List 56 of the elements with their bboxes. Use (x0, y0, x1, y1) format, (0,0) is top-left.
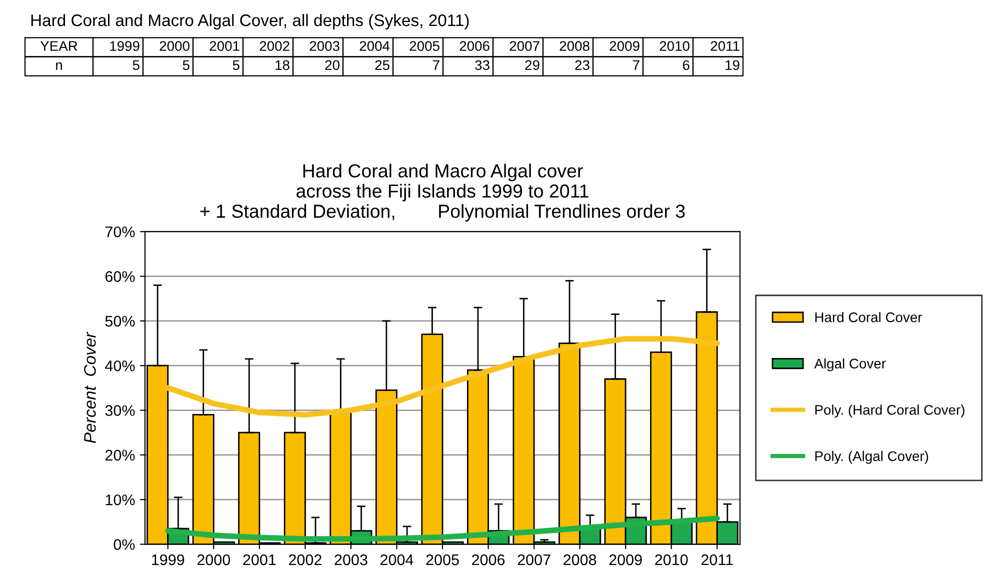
x-tick-label: 2000 (197, 554, 230, 566)
y-tick-label: 10% (106, 494, 135, 506)
text: 20 (325, 60, 340, 70)
x-tick-label: 2010 (655, 554, 688, 566)
category-label: 2005 (410, 41, 440, 51)
x-tick-label: 2004 (380, 554, 414, 566)
x-tick-label: 2001 (243, 554, 276, 566)
text: 5 (132, 60, 140, 70)
category-label: 2002 (260, 41, 290, 51)
category-label: 2001 (210, 41, 240, 51)
text: 29 (525, 60, 540, 70)
legend-label: Hard Coral Cover (815, 312, 922, 322)
category-label: 2000 (160, 41, 190, 51)
text: Hard Coral and Macro Algal Cover, all depths (Sykes, 2011) (31, 14, 469, 30)
category-label: 1999 (110, 41, 140, 51)
x-tick-label: 2003 (334, 554, 368, 566)
legend-label: Poly. (Hard Coral Cover) (815, 404, 964, 418)
x-tick-label: 2009 (609, 554, 642, 566)
text: 18 (276, 60, 290, 70)
text: 6 (682, 60, 690, 70)
legend-label: Poly. (Algal Cover) (815, 450, 928, 464)
y-tick-label: 30% (105, 405, 135, 416)
category-label: 2007 (510, 41, 540, 51)
category-label: 2009 (610, 41, 640, 51)
text: 23 (575, 60, 590, 70)
text: YEAR (40, 41, 78, 51)
y-axis-title: Percent Cover (84, 332, 96, 443)
y-tick-label: 50% (105, 316, 135, 327)
y-tick-label: 60% (105, 271, 135, 282)
text: 25 (375, 60, 390, 70)
y-tick-label: 70% (105, 226, 135, 238)
x-tick-label: 2002 (288, 554, 322, 566)
text: n (56, 62, 62, 70)
x-tick-label: 2006 (472, 554, 505, 566)
x-tick-label: 1999 (152, 554, 184, 566)
y-tick-label: 20% (105, 450, 135, 461)
text: 19 (726, 60, 740, 70)
chart-title: Hard Coral and Macro Algal cover across the Fiji Islands 1999 to 2011 + 1 Standard Deviation, Polynomial Trendlines order 3 (200, 164, 685, 222)
y-tick-label: 0% (114, 539, 135, 550)
text: 7 (432, 60, 440, 70)
x-tick-label: 2008 (564, 554, 596, 566)
category-label: 2011 (710, 41, 740, 51)
y-tick-label: 40% (105, 360, 135, 372)
category-label: 2006 (460, 41, 490, 51)
x-tick-label: 2007 (518, 554, 550, 566)
text: 5 (182, 60, 190, 70)
text: 33 (475, 60, 490, 70)
category-label: 2003 (310, 41, 340, 51)
category-label: 2004 (360, 41, 390, 51)
x-tick-label: 2011 (701, 554, 733, 566)
x-tick-label: 2005 (426, 554, 459, 566)
text: 5 (232, 60, 240, 70)
text: 7 (632, 60, 640, 70)
category-label: 2008 (560, 41, 590, 51)
category-label: 2010 (660, 41, 690, 51)
legend-label: Algal Cover (814, 358, 886, 372)
